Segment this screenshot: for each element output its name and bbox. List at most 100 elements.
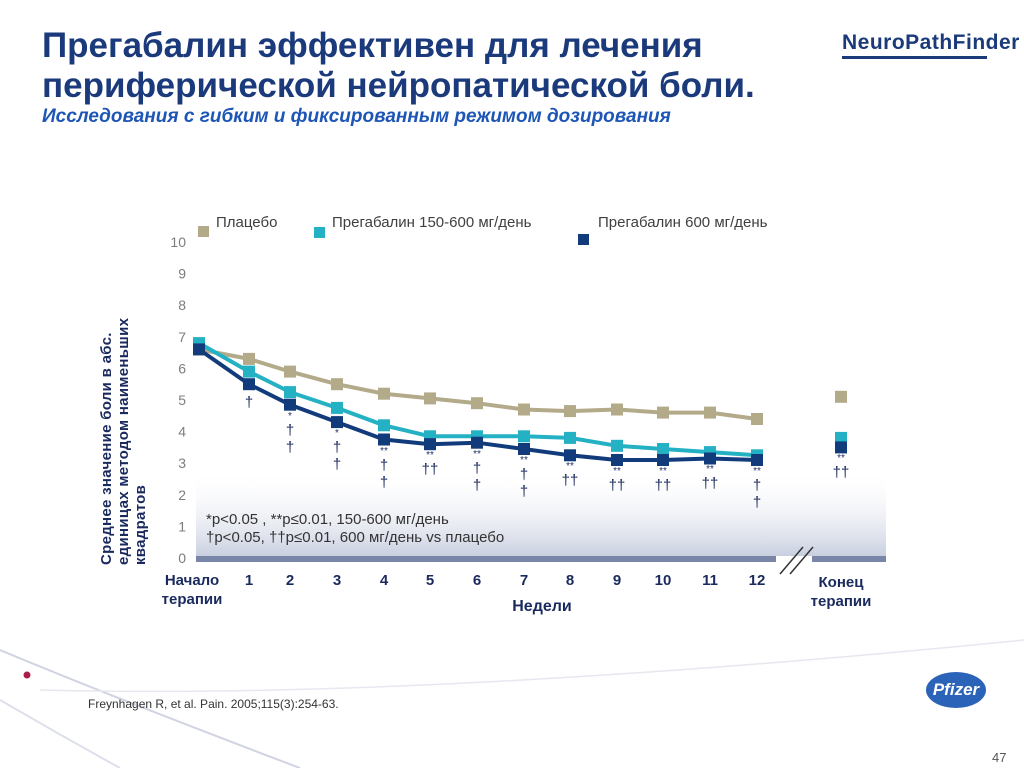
- significance-marker: * † †: [278, 411, 302, 456]
- x-tick-label-start: Начало терапии: [162, 572, 223, 608]
- significance-star: **: [380, 445, 388, 457]
- x-tick-label: 9: [613, 572, 621, 589]
- x-tick-label: 2: [286, 572, 294, 589]
- significance-dagger: †: [285, 438, 295, 456]
- data-point: [518, 443, 530, 455]
- y-tick-label: 7: [178, 329, 186, 345]
- data-point: [518, 403, 530, 416]
- data-point: [331, 378, 343, 391]
- x-tick-label: 4: [380, 572, 389, 589]
- legend-swatch-pregabalin-600: [578, 234, 589, 245]
- significance-marker: **††: [372, 446, 396, 491]
- data-point: [751, 413, 763, 425]
- x-tick-label-end: Конец терапии: [811, 574, 872, 610]
- significance-dagger: †: [519, 465, 529, 483]
- significance-dagger: †: [379, 456, 389, 474]
- endpoint-point: [835, 441, 847, 454]
- data-point: [378, 433, 390, 446]
- significance-marker: **††: [829, 453, 853, 481]
- x-tick-label: 7: [520, 572, 528, 589]
- data-point: [378, 387, 390, 400]
- x-tick-label: 1: [245, 572, 253, 589]
- significance-star: **: [426, 450, 434, 462]
- decor-swoosh-2: [0, 699, 121, 768]
- data-point: [611, 454, 623, 466]
- significance-dagger: †: [519, 482, 529, 500]
- significance-marker: **††: [745, 466, 769, 511]
- x-tick-label: 6: [473, 572, 481, 589]
- data-point: [331, 401, 343, 414]
- significance-star: **: [473, 448, 481, 460]
- significance-marker: **††: [651, 466, 675, 494]
- footnote-line-2: †p<0.05, ††p≤0.01, 600 мг/день vs плацеб…: [206, 529, 505, 546]
- y-tick-label: 4: [178, 424, 186, 440]
- data-point: [657, 454, 669, 466]
- significance-star: **: [520, 454, 528, 466]
- significance-marker: * † †: [325, 428, 349, 473]
- data-point: [424, 438, 436, 451]
- significance-dagger: †: [752, 494, 762, 512]
- legend-swatch-placebo: [198, 226, 209, 237]
- data-point: [657, 406, 669, 419]
- x-tick-label: 5: [426, 572, 434, 589]
- footnote-line-1: *p<0.05 , **p≤0.01, 150-600 мг/день: [206, 511, 449, 528]
- significance-star: *: [288, 410, 292, 422]
- significance-dagger: †: [244, 394, 254, 412]
- significance-star: **: [659, 466, 667, 478]
- legend-label-pregabalin-flex: Прегабалин 150-600 мг/день: [332, 214, 532, 231]
- significance-dagger: †: [332, 456, 342, 474]
- data-point: [378, 419, 390, 432]
- citation: Freynhagen R, et al. Pain. 2005;115(3):2…: [88, 697, 339, 711]
- significance-star: **: [753, 466, 761, 478]
- significance-marker: †: [237, 394, 261, 411]
- y-tick-label: 2: [178, 487, 186, 503]
- x-axis-bar-end: [812, 556, 886, 562]
- data-point: [243, 352, 255, 365]
- x-tick-label: 3: [333, 572, 341, 589]
- data-point: [657, 443, 669, 455]
- data-point: [564, 449, 576, 462]
- data-point: [331, 416, 343, 429]
- endpoint-point: [835, 390, 847, 403]
- significance-marker: **††: [698, 464, 722, 492]
- data-point: [284, 398, 296, 411]
- decor-swoosh-3: [39, 639, 1024, 693]
- data-point: [284, 365, 296, 378]
- y-tick-label: 9: [178, 266, 186, 282]
- significance-star: **: [613, 466, 621, 478]
- significance-dagger: ††: [701, 475, 719, 493]
- significance-dagger: †: [332, 439, 342, 457]
- y-tick-label: 1: [178, 518, 186, 534]
- x-tick-label: 10: [655, 572, 672, 589]
- significance-dagger: ††: [421, 461, 439, 479]
- y-tick-label: 8: [178, 297, 186, 313]
- significance-dagger: ††: [832, 464, 850, 482]
- data-point: [704, 406, 716, 419]
- y-tick-label: 0: [178, 550, 186, 566]
- significance-marker: **††: [512, 455, 536, 500]
- legend-label-placebo: Плацебо: [216, 214, 278, 231]
- data-point: [424, 392, 436, 405]
- data-point: [243, 365, 255, 378]
- decor-swoosh-1: [0, 649, 301, 768]
- data-point: [518, 430, 530, 443]
- significance-star: **: [837, 453, 845, 465]
- data-point: [564, 431, 576, 444]
- y-tick-label: 5: [178, 392, 186, 408]
- axis-break-left: [779, 546, 804, 575]
- significance-marker: **††: [465, 449, 489, 494]
- endpoint-point: [835, 431, 847, 444]
- x-axis-label: Недели: [512, 598, 572, 615]
- significance-dagger: †: [379, 473, 389, 491]
- significance-star: **: [706, 464, 714, 476]
- chart-bottom-band: [196, 470, 886, 556]
- y-tick-label: 10: [170, 234, 186, 250]
- data-point: [471, 436, 483, 449]
- x-tick-label: 11: [702, 572, 718, 589]
- significance-dagger: †: [472, 459, 482, 477]
- data-point: [704, 452, 716, 465]
- significance-star: *: [335, 428, 339, 440]
- x-tick-label: 12: [749, 572, 766, 589]
- significance-dagger: †: [472, 476, 482, 494]
